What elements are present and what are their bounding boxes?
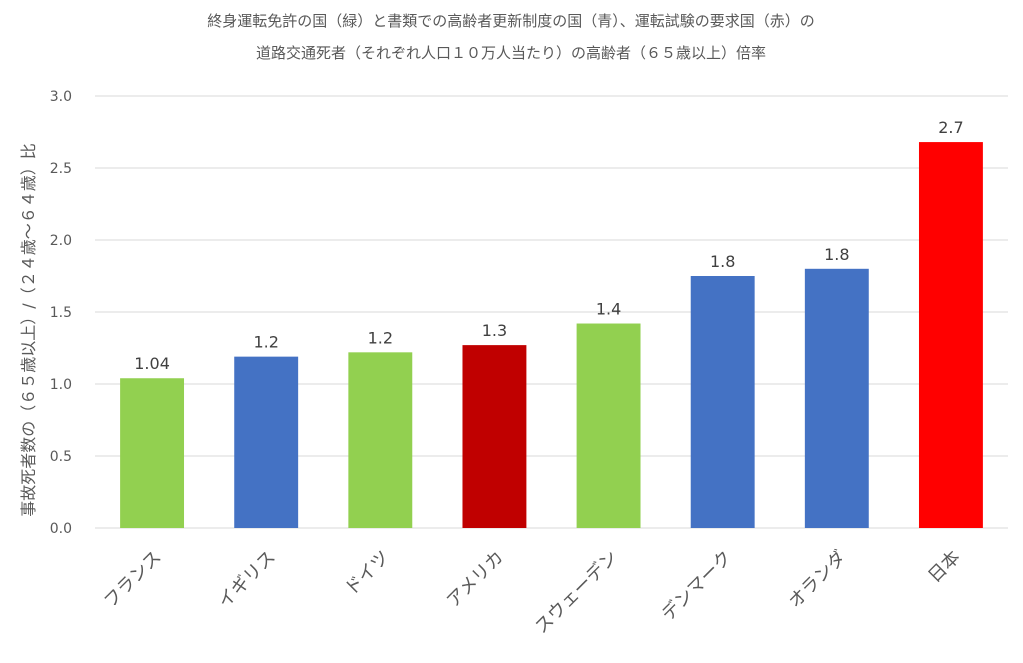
y-tick-label: 0.0 xyxy=(50,521,72,537)
x-category-label: 日本 xyxy=(924,547,964,587)
x-category-label: ドイツ xyxy=(341,547,394,600)
x-category-label: オランダ xyxy=(785,547,851,613)
data-label: 1.2 xyxy=(368,328,393,347)
bar xyxy=(918,142,983,528)
x-category-label: イギリス xyxy=(214,547,280,613)
x-axis-categories: フランス イギリス ドイツ アメリカ スウェーデン デンマーク オランダ 日本 xyxy=(100,547,964,638)
data-label: 1.4 xyxy=(596,300,621,319)
y-tick-label: 3.0 xyxy=(50,89,72,105)
data-label: 1.2 xyxy=(253,333,278,352)
x-category-label: デンマーク xyxy=(658,547,736,625)
data-label: 1.8 xyxy=(824,245,849,264)
bars xyxy=(120,142,983,528)
data-label: 1.04 xyxy=(134,354,170,373)
chart-title-line-2: 道路交通死者（それぞれ人口１０万人当たり）の高齢者（６５歳以上）倍率 xyxy=(256,44,766,62)
y-tick-label: 2.0 xyxy=(50,233,72,249)
data-label: 1.8 xyxy=(710,252,735,271)
bar xyxy=(120,378,185,528)
y-tick-label: 0.5 xyxy=(50,449,72,465)
y-tick-label: 1.0 xyxy=(50,377,72,393)
data-label: 1.3 xyxy=(482,321,507,340)
y-axis-ticks: 0.0 0.5 1.0 1.5 2.0 2.5 3.0 xyxy=(50,89,72,537)
bar xyxy=(348,352,413,528)
gridlines xyxy=(95,95,1008,529)
bar xyxy=(462,345,527,528)
bar xyxy=(804,268,869,528)
data-labels: 1.04 1.2 1.2 1.3 1.4 1.8 1.8 2.7 xyxy=(134,118,963,373)
y-tick-label: 2.5 xyxy=(50,161,72,177)
bar xyxy=(234,356,299,528)
bar xyxy=(690,276,755,528)
x-category-label: アメリカ xyxy=(443,547,508,612)
data-label: 2.7 xyxy=(938,118,963,137)
bar xyxy=(576,323,641,528)
chart-title-line-1: 終身運転免許の国（緑）と書類での高齢者更新制度の国（青）、運転試験の要求国（赤）… xyxy=(207,12,815,30)
x-category-label: フランス xyxy=(100,547,166,613)
chart-title: 終身運転免許の国（緑）と書類での高齢者更新制度の国（青）、運転試験の要求国（赤）… xyxy=(207,12,815,62)
y-tick-label: 1.5 xyxy=(50,305,72,321)
x-category-label: スウェーデン xyxy=(531,547,622,638)
y-axis-label: 事故死者数の（６５歳以上）/（２４歳～６４歳）比 xyxy=(19,143,38,516)
